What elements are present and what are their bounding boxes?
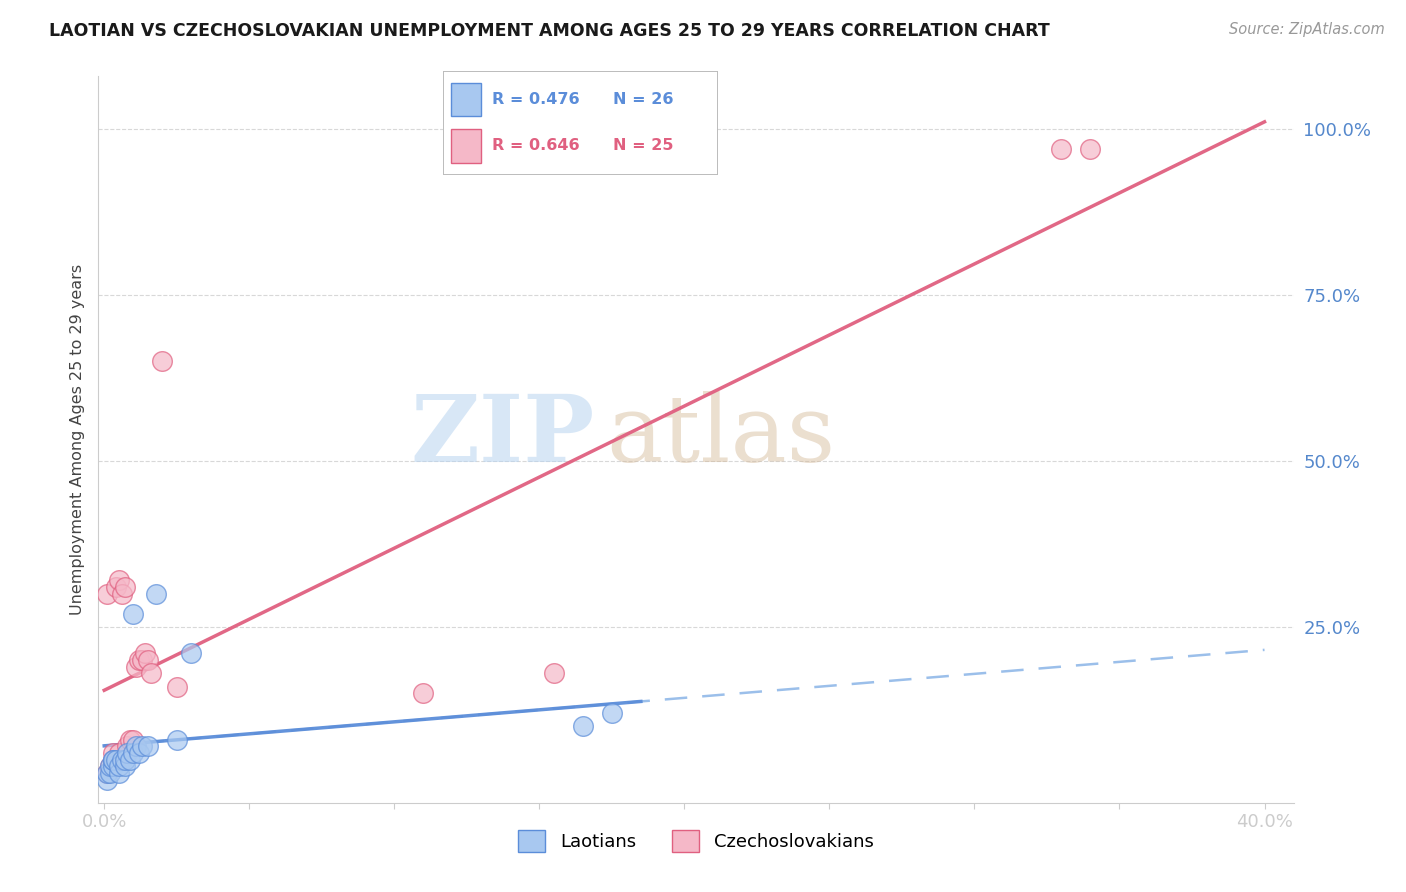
Point [145,587,167,601]
Point [125,739,148,754]
Y-axis label: Unemployment Among Ages 25 to 29 years: Unemployment Among Ages 25 to 29 years [69,264,84,615]
Point [101,746,124,760]
Point [114,753,136,767]
Point [101,753,124,767]
Point [543,666,565,681]
Bar [451,83,481,117]
Point [136,739,159,754]
Text: ZIP: ZIP [411,391,595,481]
Point [122,746,145,760]
Point [120,753,142,767]
Point [131,653,153,667]
Point [150,354,173,368]
Point [101,759,124,773]
Point [128,746,150,760]
Point [114,759,136,773]
Point [120,732,142,747]
Point [131,739,153,754]
Point [125,659,148,673]
Point [104,753,127,767]
Point [134,647,156,661]
Text: N = 26: N = 26 [613,92,673,107]
Point [114,580,136,594]
Point [98,759,121,773]
Bar [451,128,481,162]
Point [96,772,118,787]
Point [101,753,124,767]
Text: R = 0.476: R = 0.476 [492,92,579,107]
Point [122,607,145,621]
Point [104,580,127,594]
Point [122,732,145,747]
Text: LAOTIAN VS CZECHOSLOVAKIAN UNEMPLOYMENT AMONG AGES 25 TO 29 YEARS CORRELATION CH: LAOTIAN VS CZECHOSLOVAKIAN UNEMPLOYMENT … [49,22,1050,40]
Point [96,766,118,780]
Point [1050,142,1073,156]
Point [128,653,150,667]
Text: N = 25: N = 25 [613,138,673,153]
Point [412,686,434,700]
Point [107,766,129,780]
Point [107,746,129,760]
Text: R = 0.646: R = 0.646 [492,138,579,153]
Point [166,680,188,694]
Point [107,759,129,773]
Point [101,753,124,767]
Point [111,587,134,601]
Point [98,759,121,773]
Point [572,719,595,733]
Point [107,574,129,588]
Text: Source: ZipAtlas.com: Source: ZipAtlas.com [1229,22,1385,37]
Point [1080,142,1102,156]
Point [166,732,188,747]
Point [96,766,118,780]
Legend: Laotians, Czechoslovakians: Laotians, Czechoslovakians [512,822,880,859]
Point [117,746,139,760]
Point [180,647,202,661]
Point [96,587,118,601]
Point [111,753,134,767]
Point [139,666,162,681]
Point [117,739,139,754]
Point [600,706,623,721]
Point [98,766,121,780]
Point [136,653,159,667]
Text: atlas: atlas [606,391,835,481]
